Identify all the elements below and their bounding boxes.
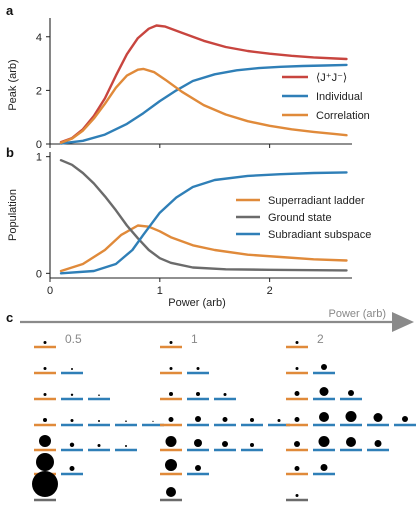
- power-value-label: 1: [191, 332, 198, 346]
- population-dot: [295, 494, 299, 497]
- population-dot: [169, 341, 173, 344]
- population-dot: [98, 420, 100, 422]
- panel-a-series-line-1: [59, 63, 348, 145]
- population-dot: [70, 419, 74, 422]
- power-arrow-label: Power (arb): [329, 308, 386, 320]
- population-dot: [97, 444, 101, 447]
- panel-b-legend-entry: Subradiant subspace: [268, 229, 371, 241]
- population-dot: [69, 442, 75, 447]
- population-dot: [294, 466, 300, 471]
- population-dot: [152, 420, 154, 422]
- population-dot: [319, 387, 329, 396]
- population-dot: [36, 453, 54, 471]
- population-dot: [196, 367, 200, 370]
- population-dot: [277, 419, 281, 422]
- population-dot: [71, 368, 73, 370]
- population-dot: [98, 394, 100, 397]
- population-dot: [294, 391, 300, 396]
- panel-b-ylabel: Population: [7, 189, 19, 241]
- population-dot: [125, 420, 127, 423]
- panel-b-legend-entry: Ground state: [268, 212, 332, 224]
- panel-a-ytick-label: 4: [36, 32, 42, 44]
- population-dot: [348, 390, 354, 396]
- population-dot: [165, 459, 177, 471]
- population-dot: [169, 367, 173, 370]
- panel-b-xlabel: Power (arb): [168, 297, 225, 309]
- population-dot: [166, 487, 176, 497]
- panel-a-ytick-label: 2: [36, 85, 42, 97]
- level-diagram-1: 1: [160, 332, 290, 502]
- population-dot: [195, 416, 201, 422]
- population-dot: [43, 418, 47, 422]
- population-dot: [318, 436, 330, 447]
- population-dot: [402, 416, 408, 422]
- population-dot: [250, 418, 254, 422]
- population-dot: [294, 417, 300, 422]
- population-dot: [222, 441, 228, 447]
- population-dot: [43, 341, 47, 344]
- population-dot: [294, 441, 300, 447]
- panel-b-xtick-label: 2: [267, 285, 273, 297]
- population-dot: [125, 445, 127, 447]
- population-dot: [320, 464, 328, 471]
- panel-b-series-line-2: [59, 171, 348, 275]
- power-value-label: 0.5: [65, 332, 82, 346]
- panel-a-legend-entry: Correlation: [316, 110, 370, 122]
- population-dot: [195, 465, 201, 471]
- population-dot: [169, 392, 173, 396]
- panel-b-series-line-0: [59, 224, 348, 273]
- panel-c: c Power (arb) 0.5 1 2: [6, 308, 416, 502]
- population-dot: [319, 412, 329, 422]
- panel-a-ytick-label: 0: [36, 139, 42, 151]
- power-value-label: 2: [317, 332, 324, 346]
- population-dot: [70, 393, 74, 396]
- panel-a: a Peak (arb) 0 2 4 ⟨J⁺J⁻⟩ Individual Correla…: [6, 3, 370, 151]
- population-dot: [321, 364, 327, 370]
- panel-c-label: c: [6, 310, 13, 325]
- panel-a-ylabel: Peak (arb): [7, 59, 19, 110]
- population-dot: [69, 466, 75, 471]
- panel-b: b Population 0 1 0 1 2 Superradiant ladder G…: [6, 145, 371, 309]
- panel-b-ytick-label: 1: [36, 152, 42, 164]
- panel-b-legend-entry: Superradiant ladder: [268, 195, 365, 207]
- population-dot: [295, 341, 299, 344]
- population-dot: [194, 439, 202, 447]
- panel-b-xtick-label: 1: [157, 285, 163, 297]
- panel-b-ytick-label: 0: [36, 268, 42, 280]
- population-dot: [222, 417, 228, 422]
- panel-a-label: a: [6, 3, 14, 18]
- population-dot: [373, 413, 383, 422]
- population-dot: [32, 471, 58, 497]
- population-dot: [43, 393, 47, 396]
- population-dot: [250, 443, 254, 447]
- population-dot: [374, 440, 382, 447]
- population-dot: [223, 393, 227, 396]
- level-diagram-2: 2: [286, 332, 416, 502]
- panel-a-series-line-2: [59, 67, 348, 144]
- panel-b-label: b: [6, 145, 14, 160]
- level-diagram-0: 0.5: [32, 332, 164, 502]
- population-dot: [165, 436, 177, 447]
- population-dot: [196, 392, 200, 396]
- population-dot: [168, 417, 174, 422]
- panel-a-series-line-0: [59, 24, 348, 144]
- population-dot: [39, 435, 51, 447]
- population-dot: [346, 437, 356, 447]
- population-dot: [43, 367, 47, 370]
- population-dot: [295, 367, 299, 370]
- power-arrow-head: [392, 312, 414, 332]
- population-dot: [345, 411, 357, 422]
- panel-b-xtick-label: 0: [47, 285, 53, 297]
- panel-b-series-line-1: [59, 159, 348, 272]
- panel-a-legend-entry: Individual: [316, 91, 362, 103]
- panel-a-legend-entry: ⟨J⁺J⁻⟩: [316, 72, 347, 84]
